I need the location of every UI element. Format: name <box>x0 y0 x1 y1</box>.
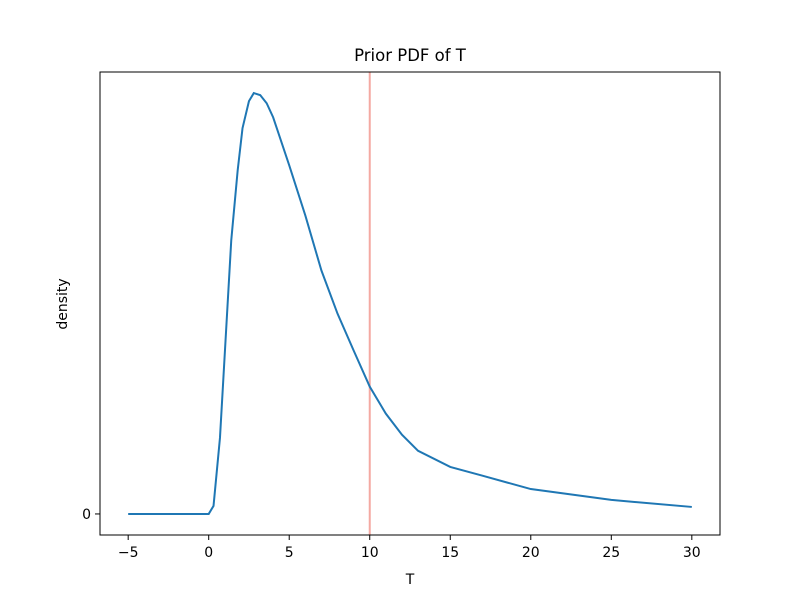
x-tick-label: 0 <box>204 545 213 561</box>
x-tick-label: 15 <box>441 545 459 561</box>
x-tick-label: −5 <box>118 545 139 561</box>
x-tick-label: 5 <box>285 545 294 561</box>
x-tick-label: 25 <box>602 545 620 561</box>
x-axis-label: T <box>405 572 415 588</box>
x-tick-label: 20 <box>522 545 540 561</box>
plot-frame <box>99 71 721 536</box>
y-axis-label: density <box>55 278 71 329</box>
x-tick-label: 30 <box>683 545 701 561</box>
chart-title: Prior PDF of T <box>354 46 467 65</box>
y-tick-label: 0 <box>82 507 91 523</box>
data-line <box>128 91 692 515</box>
x-tick-label: 10 <box>361 545 379 561</box>
